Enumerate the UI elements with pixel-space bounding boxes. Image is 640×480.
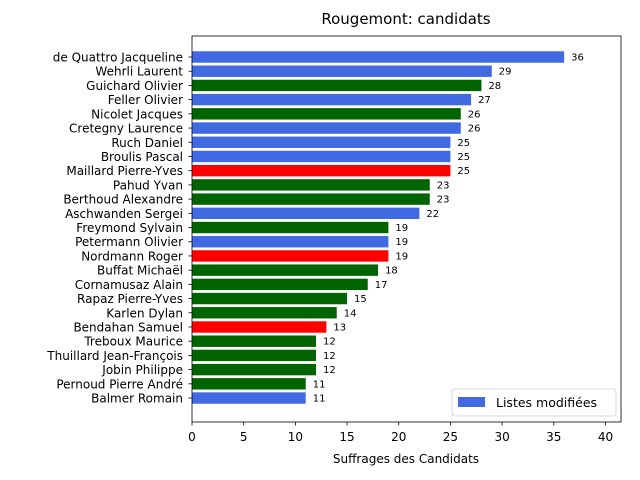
category-label: Wehrli Laurent bbox=[95, 65, 183, 79]
bar bbox=[192, 292, 348, 305]
bar bbox=[192, 150, 451, 163]
category-label: Nicolet Jacques bbox=[91, 107, 183, 121]
category-label: Freymond Sylvain bbox=[76, 221, 183, 235]
bars-group bbox=[192, 51, 565, 404]
bar-value-label: 25 bbox=[457, 152, 470, 163]
category-label: Buffat Michaël bbox=[97, 264, 183, 278]
bar bbox=[192, 136, 451, 148]
x-tick-label: 30 bbox=[494, 430, 509, 444]
bar-value-label: 12 bbox=[323, 365, 336, 376]
bar bbox=[192, 221, 389, 234]
bar-value-label: 18 bbox=[385, 266, 398, 277]
category-label: Nordmann Roger bbox=[81, 249, 183, 263]
bar-value-label: 11 bbox=[313, 394, 326, 405]
bar-value-label: 36 bbox=[571, 53, 584, 64]
category-label: Balmer Romain bbox=[91, 392, 183, 406]
bar bbox=[192, 193, 430, 205]
bar-value-label: 19 bbox=[395, 251, 408, 262]
x-tick-label: 0 bbox=[188, 430, 196, 444]
bar bbox=[192, 321, 327, 333]
category-label: Guichard Olivier bbox=[86, 79, 183, 93]
bar bbox=[192, 65, 492, 77]
bar-value-label: 12 bbox=[323, 337, 336, 348]
bar bbox=[192, 122, 461, 134]
bar bbox=[192, 307, 337, 319]
bar bbox=[192, 335, 317, 347]
bar bbox=[192, 378, 306, 390]
category-label: de Quattro Jacqueline bbox=[53, 51, 183, 65]
bar-value-label: 15 bbox=[354, 294, 367, 305]
bar-value-label: 19 bbox=[395, 237, 408, 248]
bar-value-label: 25 bbox=[457, 166, 470, 177]
bar bbox=[192, 51, 565, 63]
bar bbox=[192, 93, 472, 106]
bar bbox=[192, 250, 389, 262]
bar bbox=[192, 108, 461, 120]
bar-value-label: 23 bbox=[437, 195, 450, 206]
x-tick-label: 35 bbox=[546, 430, 561, 444]
x-tick-label: 40 bbox=[598, 430, 613, 444]
bar bbox=[192, 264, 379, 276]
bar-value-label: 11 bbox=[313, 379, 326, 390]
category-label: Karlen Dylan bbox=[106, 306, 183, 320]
bar-value-label: 17 bbox=[375, 280, 388, 291]
data-labels-group: 36 29 28 27 26 26 25 25 25 23 23 22 19 19 19 18 17 15 14 13… bbox=[313, 53, 584, 405]
category-label: Treboux Maurice bbox=[83, 335, 183, 349]
bar-value-label: 12 bbox=[323, 351, 336, 362]
legend-frame bbox=[451, 388, 617, 417]
bar bbox=[192, 278, 368, 291]
category-label: Aschwanden Sergei bbox=[65, 207, 183, 221]
bar bbox=[192, 392, 306, 404]
plot-frame bbox=[191, 35, 622, 423]
category-label: Cretegny Laurence bbox=[69, 122, 183, 136]
bar-value-label: 29 bbox=[499, 67, 512, 78]
category-label: Berthoud Alexandre bbox=[63, 193, 183, 207]
category-label: Cornamusaz Alain bbox=[75, 278, 183, 292]
bar-value-label: 25 bbox=[457, 138, 470, 149]
chart-title: Rougemont: candidats bbox=[321, 10, 490, 28]
category-label: Petermann Olivier bbox=[75, 235, 183, 249]
category-label: Maillard Pierre-Yves bbox=[66, 164, 183, 178]
bar bbox=[192, 363, 317, 376]
legend-label: Listes modifiées bbox=[496, 395, 597, 410]
bar bbox=[192, 164, 451, 177]
bar bbox=[192, 179, 430, 191]
category-label: Bendahan Samuel bbox=[73, 320, 183, 334]
category-label: Pernoud Pierre André bbox=[56, 377, 183, 391]
bar bbox=[192, 79, 482, 92]
x-tick-label: 20 bbox=[391, 430, 406, 444]
category-label: Thuillard Jean-François bbox=[46, 349, 183, 363]
legend-swatch bbox=[458, 397, 485, 407]
bar bbox=[192, 207, 420, 220]
x-ticks-group: 0 5 10 15 20 25 30 35 40 bbox=[188, 422, 613, 444]
bar-value-label: 26 bbox=[468, 124, 481, 135]
bar-value-label: 22 bbox=[426, 209, 439, 220]
category-label: Pahud Yvan bbox=[113, 178, 183, 192]
category-label: Feller Olivier bbox=[108, 93, 183, 107]
bar-value-label: 14 bbox=[344, 308, 357, 319]
bar-value-label: 19 bbox=[395, 223, 408, 234]
category-label: Jobin Philippe bbox=[101, 363, 183, 377]
category-label: Ruch Daniel bbox=[111, 136, 183, 150]
category-label: Broulis Pascal bbox=[101, 150, 183, 164]
x-tick-label: 15 bbox=[339, 430, 354, 444]
bar-value-label: 23 bbox=[437, 180, 450, 191]
bar-value-label: 28 bbox=[488, 81, 501, 92]
legend: Listes modifiées bbox=[451, 388, 617, 417]
x-tick-label: 10 bbox=[288, 430, 303, 444]
x-tick-label: 25 bbox=[443, 430, 458, 444]
bar-value-label: 13 bbox=[333, 322, 346, 333]
bar bbox=[192, 349, 317, 362]
category-label: Rapaz Pierre-Yves bbox=[77, 292, 183, 306]
bar-value-label: 27 bbox=[478, 95, 491, 106]
bar bbox=[192, 236, 389, 248]
x-tick-label: 5 bbox=[240, 430, 248, 444]
x-axis-label: Suffrages des Candidats bbox=[333, 452, 479, 466]
bar-value-label: 26 bbox=[468, 109, 481, 120]
